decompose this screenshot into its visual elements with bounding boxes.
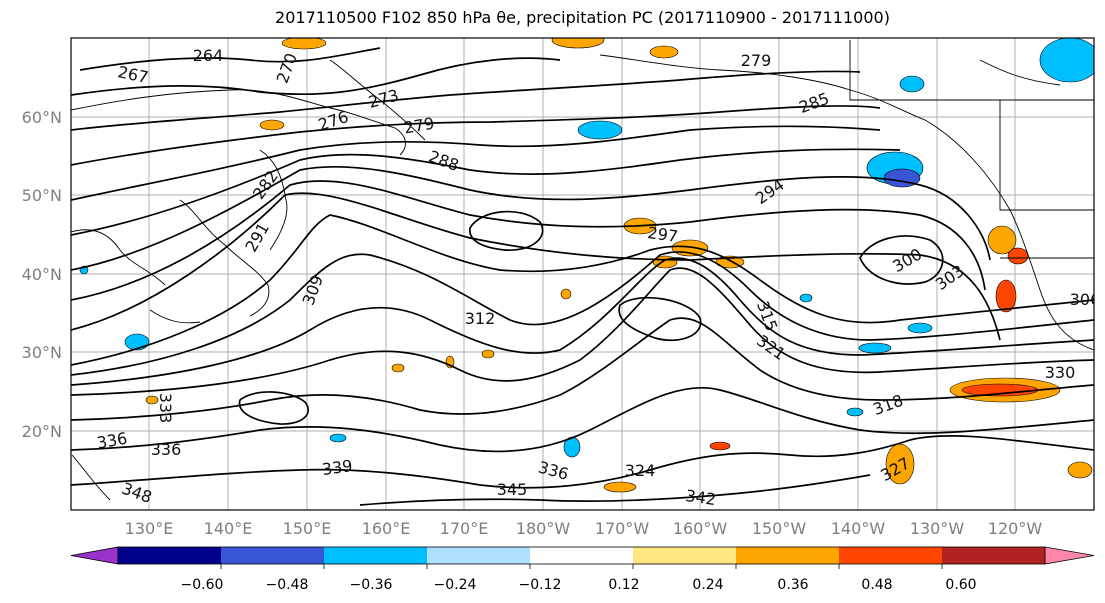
colorbar-tick-label: 0.48 [861, 577, 892, 593]
colorbar-tick-label: 0.36 [777, 577, 808, 593]
colorbar-cell [633, 547, 737, 564]
lon-label-150e: 150°E [283, 519, 332, 538]
lon-label-170w: 170°W [595, 519, 650, 538]
contour-label-339: 339 [321, 456, 354, 479]
lat-label-30n: 30°N [22, 343, 62, 362]
colorbar-cell [324, 547, 428, 564]
lon-label-120w: 120°W [988, 519, 1043, 538]
colorbar-border [117, 546, 1046, 565]
lat-label-20n: 20°N [22, 422, 62, 441]
colorbar-extend-max [1044, 546, 1095, 565]
lon-label-130e: 130°E [125, 519, 174, 538]
contour-label-345: 345 [497, 480, 528, 499]
contour-label-333: 333 [156, 393, 175, 424]
contour-label-297: 297 [646, 223, 679, 246]
lon-label-170e: 170°E [440, 519, 489, 538]
lon-label-180w: 180°W [516, 519, 571, 538]
colorbar-tick-label: 0.24 [692, 577, 723, 593]
colorbar-tick-label: 0.12 [608, 577, 639, 593]
colorbar-ticks [220, 564, 943, 569]
contour-label-312: 312 [465, 309, 496, 328]
colorbar-cell [839, 547, 943, 564]
contour-label-342: 342 [684, 486, 717, 509]
colorbar-tick-label: −0.60 [181, 577, 224, 593]
lon-label-160e: 160°E [362, 519, 411, 538]
latitude-labels: 60°N 50°N 40°N 30°N 20°N [22, 108, 62, 441]
lon-label-160w: 160°W [673, 519, 728, 538]
colorbar-cell [427, 547, 531, 564]
lon-label-140w: 140°W [831, 519, 886, 538]
colorbar-cell [118, 547, 222, 564]
theta-e-contours [71, 47, 1094, 506]
lon-label-150w: 150°W [752, 519, 807, 538]
lon-label-130w: 130°W [910, 519, 965, 538]
lat-label-40n: 40°N [22, 265, 62, 284]
longitude-labels: 130°E 140°E 150°E 160°E 170°E 180°W 170°… [125, 519, 1043, 538]
colorbar-tick-labels: −0.60 −0.48 −0.36 −0.24 −0.12 0.12 0.24 … [181, 577, 977, 593]
lat-label-60n: 60°N [22, 108, 62, 127]
gridlines [71, 38, 1094, 510]
colorbar: −0.60 −0.48 −0.36 −0.24 −0.12 0.12 0.24 … [70, 546, 1095, 593]
contour-label-264: 264 [193, 46, 224, 65]
lon-label-140e: 140°E [204, 519, 253, 538]
lat-label-50n: 50°N [22, 186, 62, 205]
colorbar-tick-label: −0.48 [266, 577, 309, 593]
contour-label-330: 330 [1045, 363, 1076, 382]
colorbar-extend-min [70, 546, 119, 565]
contour-label-324: 324 [625, 461, 656, 480]
colorbar-cells [70, 546, 1095, 565]
contour-label-336b: 336 [151, 440, 182, 459]
figure-title: 2017110500 F102 850 hPa θe, precipitatio… [275, 8, 890, 27]
coastlines [71, 40, 1094, 501]
contour-label-306: 306 [1070, 290, 1101, 309]
colorbar-tick-label: −0.24 [434, 577, 477, 593]
colorbar-tick-label: 0.60 [945, 577, 976, 593]
colorbar-cell [942, 547, 1046, 564]
colorbar-cell [736, 547, 840, 564]
colorbar-cell [221, 547, 325, 564]
colorbar-cell [530, 547, 634, 564]
map-border [70, 37, 1095, 511]
colorbar-tick-label: −0.12 [519, 577, 562, 593]
colorbar-tick-label: −0.36 [350, 577, 393, 593]
precipitation-shading [79, 38, 1094, 493]
contour-label-279b: 279 [741, 51, 772, 70]
